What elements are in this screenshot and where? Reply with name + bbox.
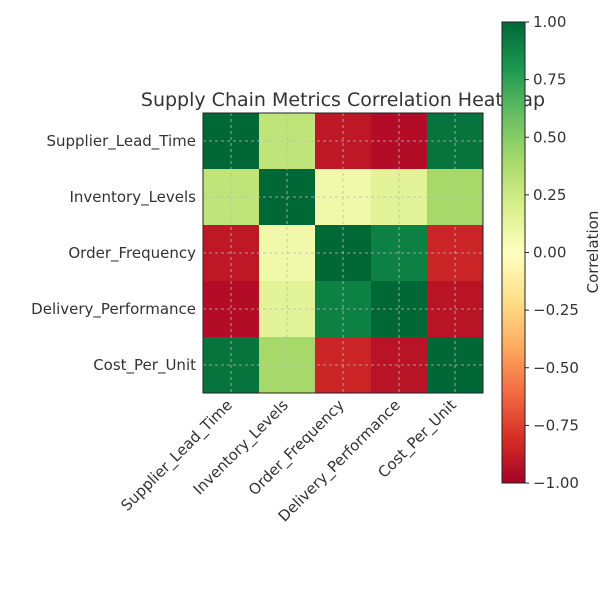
heatmap-cell xyxy=(371,281,428,338)
y-tick-label: Inventory_Levels xyxy=(69,188,196,207)
colorbar-tick-label: −1.00 xyxy=(533,474,579,492)
colorbar-tick-label: 0.00 xyxy=(533,244,566,262)
y-tick-label: Supplier_Lead_Time xyxy=(46,132,196,151)
colorbar-tick-label: 0.50 xyxy=(533,128,566,146)
plot-frame xyxy=(202,112,484,394)
heatmap-cell xyxy=(371,113,428,170)
colorbar-tick-label: −0.50 xyxy=(533,359,579,377)
y-tick-label: Delivery_Performance xyxy=(31,300,196,319)
colorbar-tick-label: −0.75 xyxy=(533,416,579,434)
colorbar-tick-label: −0.25 xyxy=(533,301,579,319)
heatmap-cell xyxy=(203,281,260,338)
y-axis-labels: Supplier_Lead_Time Inventory_Levels Order_… xyxy=(31,132,196,375)
x-axis-labels: Supplier_Lead_TimeInventory_LevelsOrder_… xyxy=(117,396,460,526)
colorbar-tick-label: 0.75 xyxy=(533,71,566,89)
y-tick-label: Order_Frequency xyxy=(68,244,196,263)
colorbar-tick-label: 1.00 xyxy=(533,13,566,31)
x-tick-label: Order_Frequency xyxy=(245,396,349,500)
heatmap-cell xyxy=(203,113,260,170)
colorbar xyxy=(501,21,526,484)
colorbar-label: Correlation xyxy=(584,211,600,294)
colorbar-ticks: 1.00 0.75 0.50 0.25 0.00 −0.25 −0.50 −0.75 −1.00 xyxy=(525,13,579,492)
colorbar-tick-label: 0.25 xyxy=(533,186,566,204)
grid-lines xyxy=(203,113,483,393)
y-tick-label: Cost_Per_Unit xyxy=(93,356,196,375)
chart-title: Supply Chain Metrics Correlation Heatmap xyxy=(141,89,545,111)
x-tick-label: Inventory_Levels xyxy=(190,396,293,499)
